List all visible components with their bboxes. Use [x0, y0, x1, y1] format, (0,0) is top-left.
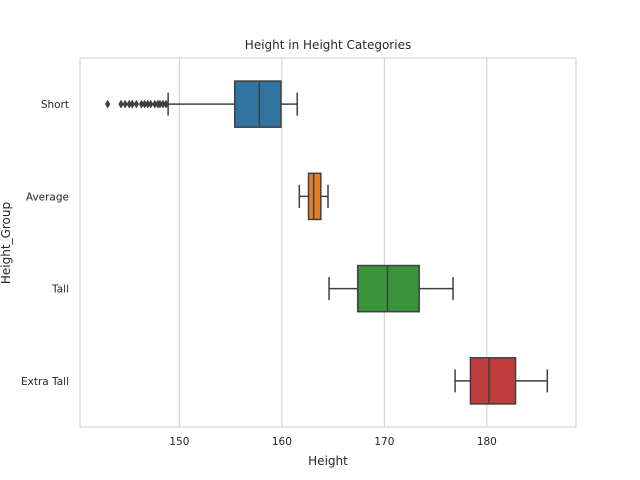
- outlier-point: [104, 99, 111, 109]
- x-tick-label: 170: [374, 436, 394, 448]
- y-axis-label: Height_Group: [0, 202, 13, 284]
- box-group: [454, 357, 549, 405]
- x-axis-label: Height: [308, 454, 348, 468]
- y-tick-label: Tall: [51, 284, 69, 296]
- y-tick-label: Short: [41, 99, 69, 111]
- box-group: [104, 80, 299, 128]
- y-tick-labels: Short Average Tall Extra Tall: [21, 99, 69, 388]
- iqr-box: [356, 264, 420, 313]
- outlier-point: [122, 99, 128, 109]
- iqr-box: [233, 80, 282, 128]
- outlier-point: [148, 99, 154, 109]
- plot-frame: [79, 57, 577, 428]
- iqr-box: [469, 357, 517, 405]
- y-tick-label: Average: [26, 191, 69, 203]
- grid-lines: [178, 58, 488, 427]
- outlier-point: [133, 99, 140, 109]
- box-group: [328, 264, 454, 313]
- x-tick-labels: 150 160 170 180: [169, 436, 496, 448]
- x-tick-label: 160: [272, 436, 292, 448]
- x-tick-label: 150: [169, 436, 189, 448]
- outlier-point: [118, 99, 124, 109]
- x-tick-label: 180: [477, 436, 497, 448]
- iqr-box: [307, 172, 322, 221]
- box-layer: [104, 80, 549, 405]
- chart-title: Height in Height Categories: [245, 38, 411, 52]
- outlier-point: [129, 99, 135, 109]
- box-group: [298, 172, 329, 221]
- y-tick-label: Extra Tall: [21, 376, 69, 388]
- outlier-point: [163, 99, 169, 109]
